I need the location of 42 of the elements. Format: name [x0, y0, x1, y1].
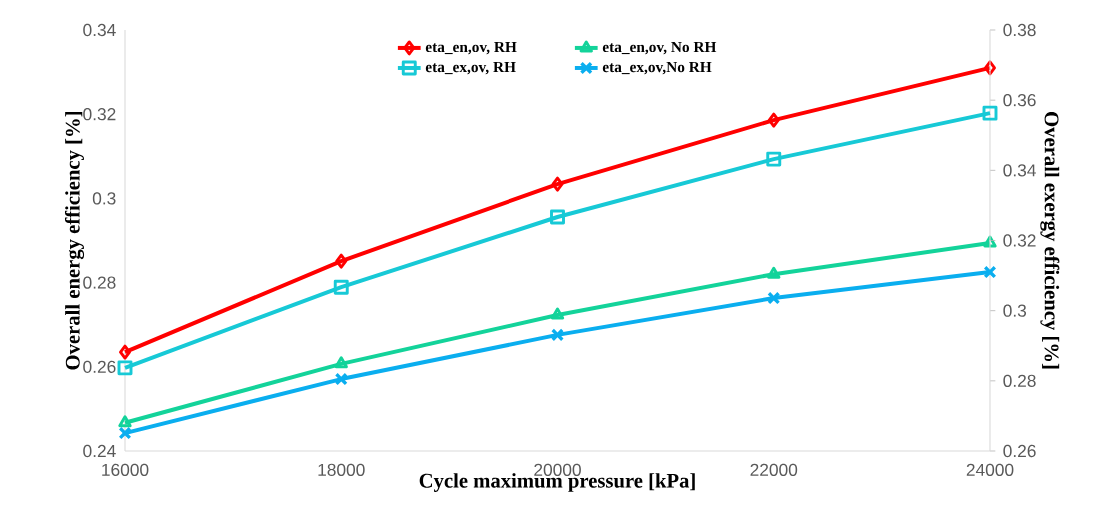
point — [984, 266, 996, 279]
y-tick-label: 0.34 — [83, 23, 116, 37]
legend-label: eta_en,ov, No RH — [602, 41, 717, 55]
y-tick-label: 0.28 — [83, 276, 116, 289]
point — [984, 60, 996, 76]
point — [551, 328, 564, 341]
point — [550, 209, 565, 225]
x-tick-label: 18000 — [318, 463, 365, 476]
point — [767, 266, 781, 279]
point — [551, 176, 564, 192]
legend-label: eta_ex,ov, RH — [425, 61, 516, 75]
y2-tick-label: 0.36 — [1003, 94, 1036, 107]
y2-tick-label: 0.26 — [1003, 444, 1036, 458]
y2-tick-label: 0.34 — [1003, 164, 1036, 177]
y-tick-label: 0.26 — [83, 360, 116, 373]
point — [767, 292, 780, 305]
y2-axis-title: Overall exergy efficiency [%] — [1040, 112, 1060, 369]
point — [335, 373, 348, 386]
legend-label: eta_ex,ov,No RH — [602, 61, 712, 75]
point — [767, 112, 780, 128]
y-tick-label: 0.24 — [83, 444, 116, 458]
point — [119, 344, 131, 360]
point — [550, 307, 565, 320]
point — [117, 360, 133, 376]
y-tick-label: 0.32 — [83, 108, 116, 121]
legend-label: eta_en,ov, RH — [425, 41, 517, 55]
y2-tick-label: 0.32 — [1003, 234, 1036, 247]
y2-tick-label: 0.3 — [1003, 304, 1027, 317]
x-tick-label: 22000 — [750, 463, 798, 476]
point — [335, 253, 348, 269]
x-tick-label: 16000 — [102, 463, 149, 476]
point — [333, 279, 349, 295]
x-tick-label: 24000 — [966, 463, 1014, 476]
point — [982, 105, 998, 121]
y-tick-label: 0.3 — [92, 192, 116, 205]
point — [118, 415, 132, 428]
point — [983, 235, 997, 248]
point — [766, 151, 782, 167]
y2-tick-label: 0.28 — [1003, 374, 1036, 387]
point — [334, 356, 348, 369]
point — [119, 427, 131, 440]
y2-tick-label: 0.38 — [1003, 23, 1036, 37]
